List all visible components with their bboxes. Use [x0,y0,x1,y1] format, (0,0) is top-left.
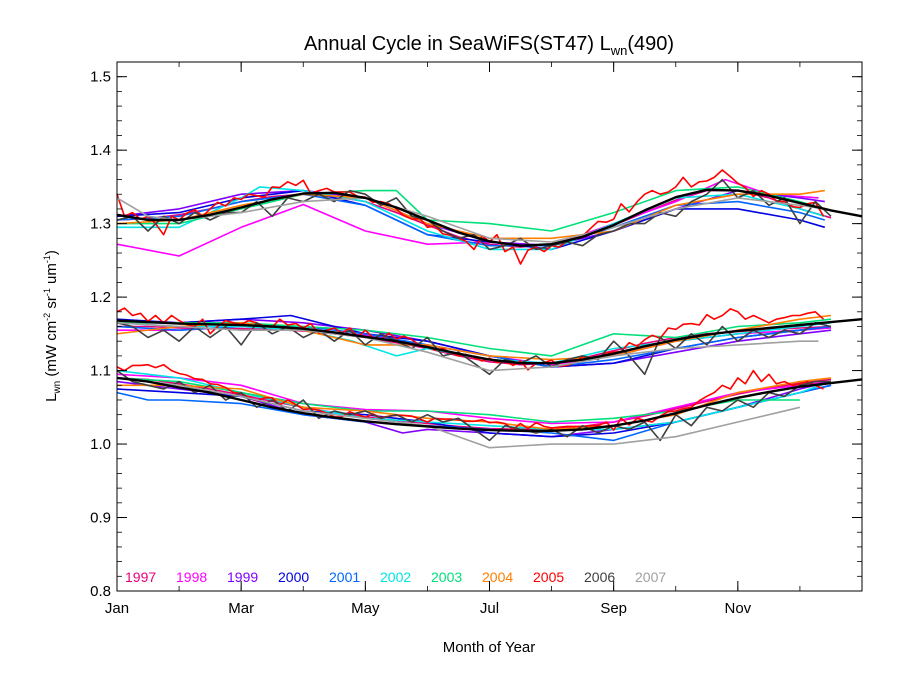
legend-item-2002: 2002 [380,569,411,585]
legend-item-2007: 2007 [635,569,666,585]
mean-curve-3 [116,376,863,432]
y-tick-label: 1.1 [90,363,111,380]
legend-item-2006: 2006 [584,569,615,585]
series-line-2001-1 [116,193,826,247]
y-tick-label: 1.3 [90,216,111,233]
legend-item-1997: 1997 [125,569,156,585]
series-line-2006-2 [116,321,832,376]
y-tick-label: 1.4 [90,142,111,159]
series-line-2007-3 [116,377,801,449]
y-tick-label: 1.0 [90,436,111,453]
legend: 1997 1998 1999 2000 2001 2002 2003 2004 2005 2006… [125,569,666,585]
y-axis-label-exp-cm: -2 [42,313,52,321]
series-line-2000-1 [116,189,826,251]
y-axis-label-main: L [43,394,60,402]
legend-item-2001: 2001 [329,569,360,585]
chart-title-subscript: wn [610,43,628,58]
x-tick-label: Sep [600,600,627,617]
series-line-2002-1 [117,186,826,251]
y-axis-label-close: ) [43,250,60,255]
mean-curve-1 [116,188,863,247]
chart-title-suffix: (490) [627,33,674,55]
mean-curve-2 [116,318,863,365]
y-axis-label: Lwn (mW cm-2 sr-1 um-1) [42,250,63,402]
series-line-1997-1 [116,189,832,248]
y-tick-label: 0.8 [90,583,111,600]
y-tick-label: 0.9 [90,510,111,527]
y-tick-label: 1.5 [90,69,111,86]
chart-title: Annual Cycle in SeaWiFS(ST47) Lwn(490) [304,33,674,58]
series-line-1999-1 [116,189,825,247]
plot-area [116,169,863,449]
legend-item-1998: 1998 [176,569,207,585]
x-tick-label: Nov [724,600,751,617]
chart-title-main: Annual Cycle in SeaWiFS(ST47) L [304,33,611,55]
y-axis-label-exp-sr: -1 [42,288,52,296]
axes: 0.8 0.9 1.0 1.1 1.2 1.3 1.4 1.5 Jan Mar May Jul Sep N… [90,61,863,617]
x-axis-label: Month of Year [443,639,536,656]
legend-item-2003: 2003 [431,569,462,585]
legend-item-2005: 2005 [533,569,564,585]
legend-item-1999: 1999 [227,569,258,585]
y-tick-label: 1.2 [90,289,111,306]
x-tick-label: Jan [105,600,129,617]
legend-item-2004: 2004 [482,569,513,585]
x-tick-label: Mar [228,600,254,617]
series-line-2007-2 [116,322,819,372]
series-line-1997-3 [116,377,832,431]
series-line-2003-1 [117,186,826,232]
y-axis-label-unit: (mW cm [43,321,60,381]
x-tick-label: May [351,600,380,617]
y-axis-label-exp-um: -1 [42,255,52,263]
x-tick-label: Jul [480,600,499,617]
series-line-2005-1 [116,169,825,265]
y-axis-label-um: um [43,263,60,288]
y-axis-label-subscript: wn [52,381,63,395]
legend-item-2000: 2000 [278,569,309,585]
y-axis-label-sr: sr [43,296,60,313]
series-line-2005-3 [116,363,824,431]
